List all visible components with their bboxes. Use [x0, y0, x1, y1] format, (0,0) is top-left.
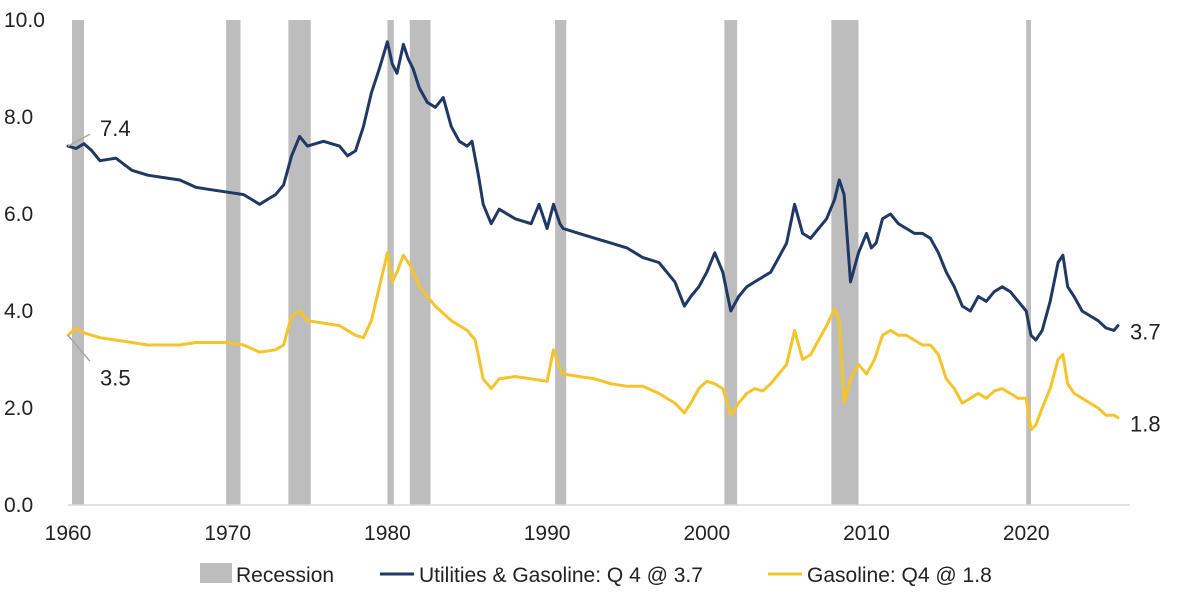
y-tick-label: 8.0: [4, 106, 33, 129]
legend: Recession Utilities & Gasoline: Q 4 @ 3.7…: [200, 563, 992, 587]
series-line-utilities-gasoline: [66, 40, 1120, 342]
recession-band-4: [409, 20, 431, 505]
y-tick-labels: 0.0 2.0 4.0 6.0 8.0 10.0: [4, 9, 45, 517]
x-tick-label: 1970: [204, 522, 251, 545]
recession-band-0: [71, 20, 84, 505]
recession-band-3: [387, 20, 394, 505]
y-tick-label: 2.0: [4, 397, 33, 420]
x-tick-label: 2020: [1003, 522, 1050, 545]
recession-band-8: [1026, 20, 1031, 505]
recession-band-2: [288, 20, 311, 505]
annotation-end-gasoline: 1.8: [1130, 412, 1161, 437]
recession-band-1: [226, 20, 241, 505]
x-tick-label: 2010: [843, 522, 890, 545]
recession-band-5: [555, 20, 567, 505]
series-lines: [66, 40, 1120, 432]
annotation-end-utilities: 3.7: [1130, 320, 1161, 345]
annotation-leader-utilities: [67, 133, 91, 147]
y-tick-label: 0.0: [4, 494, 33, 517]
legend-label-utilities: Utilities & Gasoline: Q 4 @ 3.7: [419, 564, 703, 587]
annotation-start-utilities: 7.4: [100, 116, 131, 141]
annotation-leader-gasoline: [67, 334, 91, 362]
x-tick-labels: 1960 1970 1980 1990 2000 2010 2020: [45, 522, 1050, 545]
recession-band-6: [724, 20, 738, 505]
x-tick-label: 1980: [364, 522, 411, 545]
legend-label-recession: Recession: [236, 564, 334, 587]
annotation-start-gasoline: 3.5: [100, 365, 131, 390]
series-line-gasoline: [66, 251, 1120, 432]
recession-bands: [71, 20, 1031, 505]
recession-band-7: [831, 20, 859, 505]
y-tick-label: 6.0: [4, 203, 33, 226]
y-tick-label: 10.0: [4, 9, 45, 32]
annotations: 7.4 3.5 3.7 1.8: [67, 116, 1161, 437]
legend-label-gasoline: Gasoline: Q4 @ 1.8: [807, 564, 992, 587]
x-tick-label: 1990: [524, 522, 571, 545]
legend-swatch-recession: [200, 563, 232, 583]
x-tick-label: 2000: [683, 522, 730, 545]
x-tick-label: 1960: [45, 522, 92, 545]
y-tick-label: 4.0: [4, 300, 33, 323]
